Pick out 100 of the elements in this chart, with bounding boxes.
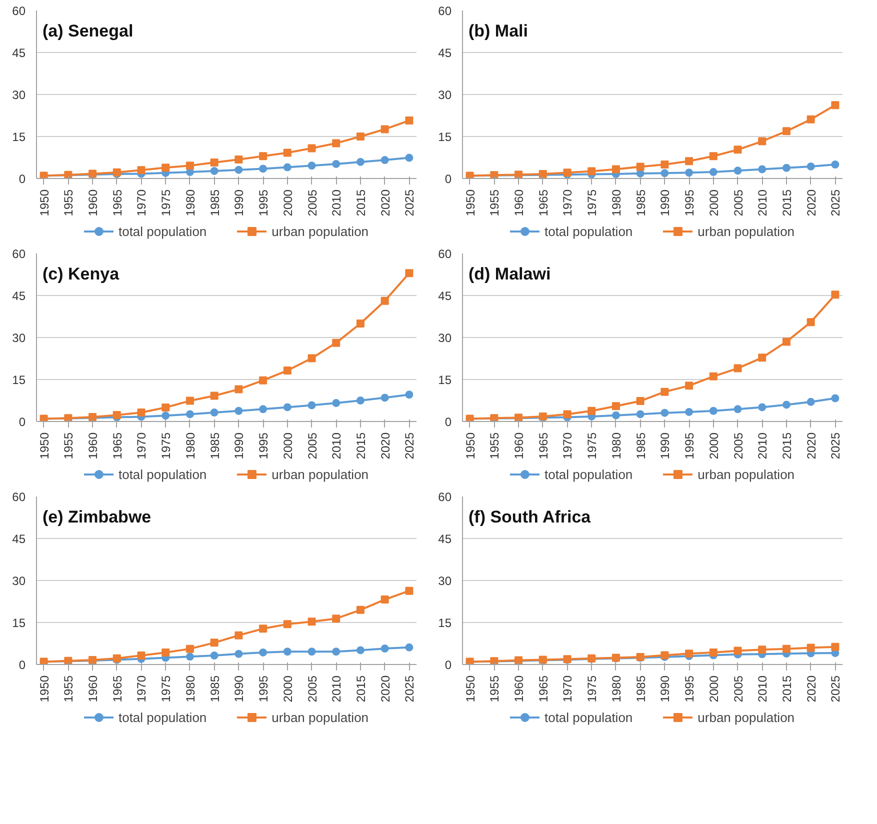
point xyxy=(234,385,243,394)
point xyxy=(162,648,170,656)
x-tick-label: 2005 xyxy=(305,189,320,216)
point xyxy=(380,156,389,164)
y-tick-label: 45 xyxy=(438,46,452,60)
point xyxy=(380,394,389,402)
point xyxy=(660,388,669,396)
point xyxy=(405,269,414,278)
legend-label: total population xyxy=(118,466,207,482)
x-tick-label: 1990 xyxy=(232,432,246,460)
point xyxy=(806,644,815,652)
point xyxy=(210,638,218,647)
legend-label: urban population xyxy=(272,466,369,482)
x-tick-label: 2010 xyxy=(756,432,770,460)
point xyxy=(356,320,364,328)
point xyxy=(405,116,414,125)
x-tick-label: 1975 xyxy=(585,675,600,702)
text: (c) Kenya xyxy=(42,264,120,284)
x-tick-label: 2005 xyxy=(305,675,320,702)
point xyxy=(162,412,170,420)
x-tick-label: 1980 xyxy=(183,675,198,702)
legend-label: urban population xyxy=(272,224,369,238)
point xyxy=(758,137,766,146)
x-tick-label: 1995 xyxy=(256,432,271,460)
x-tick-label: 2020 xyxy=(378,432,392,460)
x-tick-label: 1950 xyxy=(463,189,478,216)
x-tick-label: 1985 xyxy=(634,675,648,702)
point xyxy=(685,382,694,390)
x-tick-label: 1980 xyxy=(183,432,198,460)
point xyxy=(709,406,718,415)
y-tick-label: 60 xyxy=(12,247,26,261)
x-tick-label: 1980 xyxy=(609,675,624,702)
point xyxy=(588,167,596,176)
x-tick-label: 2010 xyxy=(756,675,770,702)
point xyxy=(734,405,742,414)
point xyxy=(308,648,316,656)
legend-label: urban population xyxy=(698,710,795,724)
point xyxy=(636,162,644,171)
x-tick-label: 1995 xyxy=(682,189,697,216)
x-tick-label: 1955 xyxy=(488,432,502,460)
x-tick-label: 2015 xyxy=(354,189,368,216)
x-tick-label: 2000 xyxy=(280,189,295,216)
point xyxy=(186,162,194,170)
x-tick-label: 1980 xyxy=(609,432,624,460)
x-tick-label: 1950 xyxy=(463,432,478,460)
legend-label: urban population xyxy=(272,710,369,724)
x-tick-label: 2000 xyxy=(706,432,721,460)
x-tick-label: 1960 xyxy=(512,432,526,460)
point xyxy=(782,338,790,346)
x-tick-label: 1975 xyxy=(585,189,600,216)
x-tick-label: 2015 xyxy=(780,432,794,460)
point xyxy=(332,338,340,347)
x-tick-label: 1995 xyxy=(256,675,271,702)
point xyxy=(734,646,742,655)
x-tick-label: 1965 xyxy=(536,675,550,702)
x-tick-label: 1955 xyxy=(62,189,76,216)
point xyxy=(831,160,840,168)
point xyxy=(234,631,243,640)
y-tick-label: 0 xyxy=(444,658,452,672)
point xyxy=(186,644,194,653)
point xyxy=(162,164,170,172)
point xyxy=(332,139,340,148)
point xyxy=(308,162,316,170)
point xyxy=(734,146,742,154)
point xyxy=(234,406,243,415)
y-tick-label: 30 xyxy=(438,574,452,588)
x-tick-label: 1960 xyxy=(86,189,100,216)
x-tick-label: 2025 xyxy=(402,432,417,460)
legend-label: total population xyxy=(118,224,207,238)
y-tick-label: 30 xyxy=(12,574,26,588)
y-tick-label: 60 xyxy=(438,247,452,261)
point xyxy=(612,165,620,174)
x-tick-label: 1975 xyxy=(159,675,174,702)
point xyxy=(709,152,718,160)
point xyxy=(685,650,694,658)
x-tick-label: 1960 xyxy=(86,675,100,702)
point xyxy=(283,648,292,656)
point xyxy=(308,354,316,362)
point xyxy=(259,152,268,160)
x-tick-label: 2000 xyxy=(280,675,295,702)
x-tick-label: 1960 xyxy=(86,432,100,460)
x-tick-label: 2010 xyxy=(330,432,344,460)
point xyxy=(685,168,694,177)
y-tick-label: 15 xyxy=(438,373,452,387)
x-tick-label: 2000 xyxy=(280,432,295,460)
x-tick-label: 1975 xyxy=(159,432,174,460)
point xyxy=(283,148,292,157)
point xyxy=(709,168,718,176)
point xyxy=(709,372,718,380)
point xyxy=(137,166,146,174)
point xyxy=(259,624,268,633)
point xyxy=(831,290,840,299)
point xyxy=(356,132,364,140)
point xyxy=(186,652,194,661)
point xyxy=(356,606,364,614)
point xyxy=(234,650,243,658)
x-tick-label: 1955 xyxy=(488,189,502,216)
point xyxy=(831,642,840,651)
point xyxy=(162,404,170,412)
y-tick-label: 15 xyxy=(438,616,452,630)
